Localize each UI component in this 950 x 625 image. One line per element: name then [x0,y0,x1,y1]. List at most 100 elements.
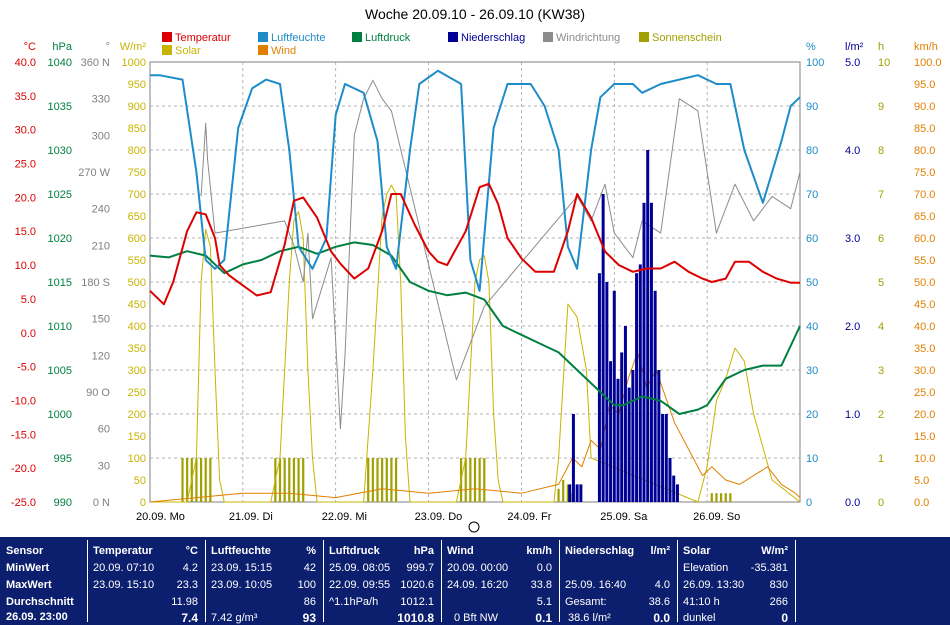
humidity-current: 93 [302,611,316,625]
left-axis-tick-label: 700 [128,189,146,201]
wind-column: Wind km/h 20.09. 00:00 0.0 24.09. 16:20 … [442,537,558,625]
bar-sonnenschein [483,458,486,502]
left-axis-tick-label: 150 [128,431,146,443]
wind-max-time: 24.09. 16:20 [447,579,509,591]
header-solar-unit: W/m² [761,545,788,557]
left-axis-tick-label: 40.0 [15,57,36,69]
series-line-luftfeuchte [150,69,801,292]
left-axis-tick-label: -5.0 [17,362,36,374]
left-axis-tick-label: -15.0 [11,429,36,441]
legend-label: Wind [271,45,296,57]
bar-sonnenschein [292,458,296,502]
bar-sonnenschein [278,458,282,502]
bar-niederschlag [657,370,661,502]
right-axis-tick-label: 80.0 [914,145,935,157]
x-axis-label: 22.09. Mi [322,511,367,523]
row-label-avg: Durchschnitt [6,596,74,608]
right-axis-tick-label: 35.0 [914,343,935,355]
pressure-avg: 1012.1 [400,596,434,608]
right-axis-tick-label: 0 [806,497,812,509]
left-axis-tick-label: 270 W [78,167,110,179]
left-axis-tick-label: 400 [128,321,146,333]
bar-sonnenschein [469,458,472,502]
bar-sonnenschein [376,458,379,502]
left-axis-tick-label: 240 [92,204,110,216]
right-axis-unit: km/h [914,41,938,53]
separator [323,540,324,622]
legend-label: Temperatur [175,32,231,44]
precipitation-total-label: Gesamt: [565,596,607,608]
legend-label: Solar [175,45,201,57]
left-axis-tick-label: 750 [128,167,146,179]
bar-sonnenschein [371,458,374,502]
right-axis-tick-label: 50.0 [914,277,935,289]
right-axis-tick-label: 3.0 [845,233,860,245]
right-axis-tick-label: 10 [878,57,890,69]
right-axis-tick-label: 75.0 [914,167,935,179]
temperature-min-time: 20.09. 07:10 [93,562,155,574]
bar-sonnenschein [195,458,198,502]
left-axis-tick-label: 800 [128,145,146,157]
bar-niederschlag [638,264,642,502]
row-label-min: MinWert [6,562,50,574]
right-axis-unit: % [806,41,816,53]
left-axis-tick-label: 1025 [48,189,72,201]
bar-niederschlag [661,414,665,502]
precipitation-column: Niederschlag l/m² 25.09. 16:40 4.0 Gesam… [560,537,676,625]
right-axis-tick-label: 60.0 [914,233,935,245]
right-axis-tick-label: 90.0 [914,101,935,113]
x-axis-label: 24.09. Fr [507,511,551,523]
left-axis-tick-label: 0 [140,497,146,509]
left-axis-tick-label: 1015 [48,277,72,289]
right-axis-tick-label: 65.0 [914,211,935,223]
humidity-column: Luftfeuchte % 23.09. 15:15 42 23.09. 10:… [206,537,322,625]
right-axis-tick-label: 15.0 [914,431,935,443]
right-axis-tick-label: 4 [878,321,884,333]
right-axis-tick-label: 20.0 [914,409,935,421]
right-axis-tick-label: 5 [878,277,884,289]
wind-min: 0.0 [536,562,552,574]
bar-sonnenschein [367,458,370,502]
bar-niederschlag [612,290,616,502]
wind-bft: 0 Bft NW [454,612,499,624]
bar-sonnenschein [715,493,718,502]
header-sensor: Sensor [6,545,44,557]
row-label-max: MaxWert [6,579,52,591]
left-axis-tick-label: 1010 [48,321,72,333]
left-axis-tick-label: 900 [128,101,146,113]
header-precipitation-unit: l/m² [650,545,670,557]
left-axis-tick-label: 1020 [48,233,72,245]
left-axis-tick-label: 20.0 [15,192,36,204]
separator [441,540,442,622]
precipitation-total: 38.6 [648,596,670,608]
solar-elevation: -35.381 [750,562,788,574]
separator [795,540,796,622]
bar-sonnenschein [204,458,207,502]
bar-niederschlag [672,475,676,502]
precipitation-rate: 38.6 l/m² [568,612,611,624]
right-axis-tick-label: 25.0 [914,387,935,399]
right-axis-tick-label: 7 [878,189,884,201]
temperature-avg: 11.98 [171,596,198,608]
right-axis-tick-label: 85.0 [914,123,935,135]
pressure-trend: ^1.1hPa/h [329,596,379,608]
separator [87,540,88,622]
left-axis-tick-label: 550 [128,255,146,267]
separator [677,540,678,622]
x-axis-label: 25.09. Sa [600,511,648,523]
precipitation-max-time: 25.09. 16:40 [565,579,627,591]
humidity-max: 100 [297,579,316,591]
left-axis-tick-label: 200 [128,409,146,421]
header-temperature-unit: °C [185,545,198,557]
sensor-column: Sensor MinWert MaxWert Durchschnitt 26.0… [0,537,86,625]
left-axis-tick-label: 650 [128,211,146,223]
wind-avg: 5.1 [536,596,552,608]
bar-sonnenschein [710,493,713,502]
header-pressure: Luftdruck [329,545,380,557]
left-axis-tick-label: -10.0 [11,395,36,407]
legend-label: Luftfeuchte [271,32,325,44]
wind-current: 0.1 [535,611,552,625]
right-axis-tick-label: 4.0 [845,145,860,157]
left-axis-tick-label: 850 [128,123,146,135]
bar-niederschlag [609,361,613,502]
